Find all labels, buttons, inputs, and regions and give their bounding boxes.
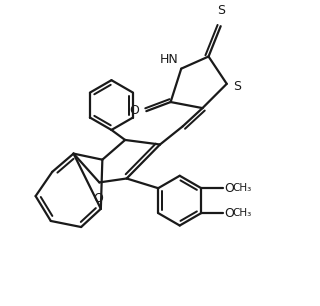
Text: O: O [93,192,103,204]
Text: S: S [217,4,225,17]
Text: CH₃: CH₃ [233,208,252,218]
Text: HN: HN [159,53,178,65]
Text: CH₃: CH₃ [233,183,252,193]
Text: O: O [129,104,139,117]
Text: O: O [224,182,234,195]
Text: O: O [224,207,234,220]
Text: S: S [233,80,241,93]
